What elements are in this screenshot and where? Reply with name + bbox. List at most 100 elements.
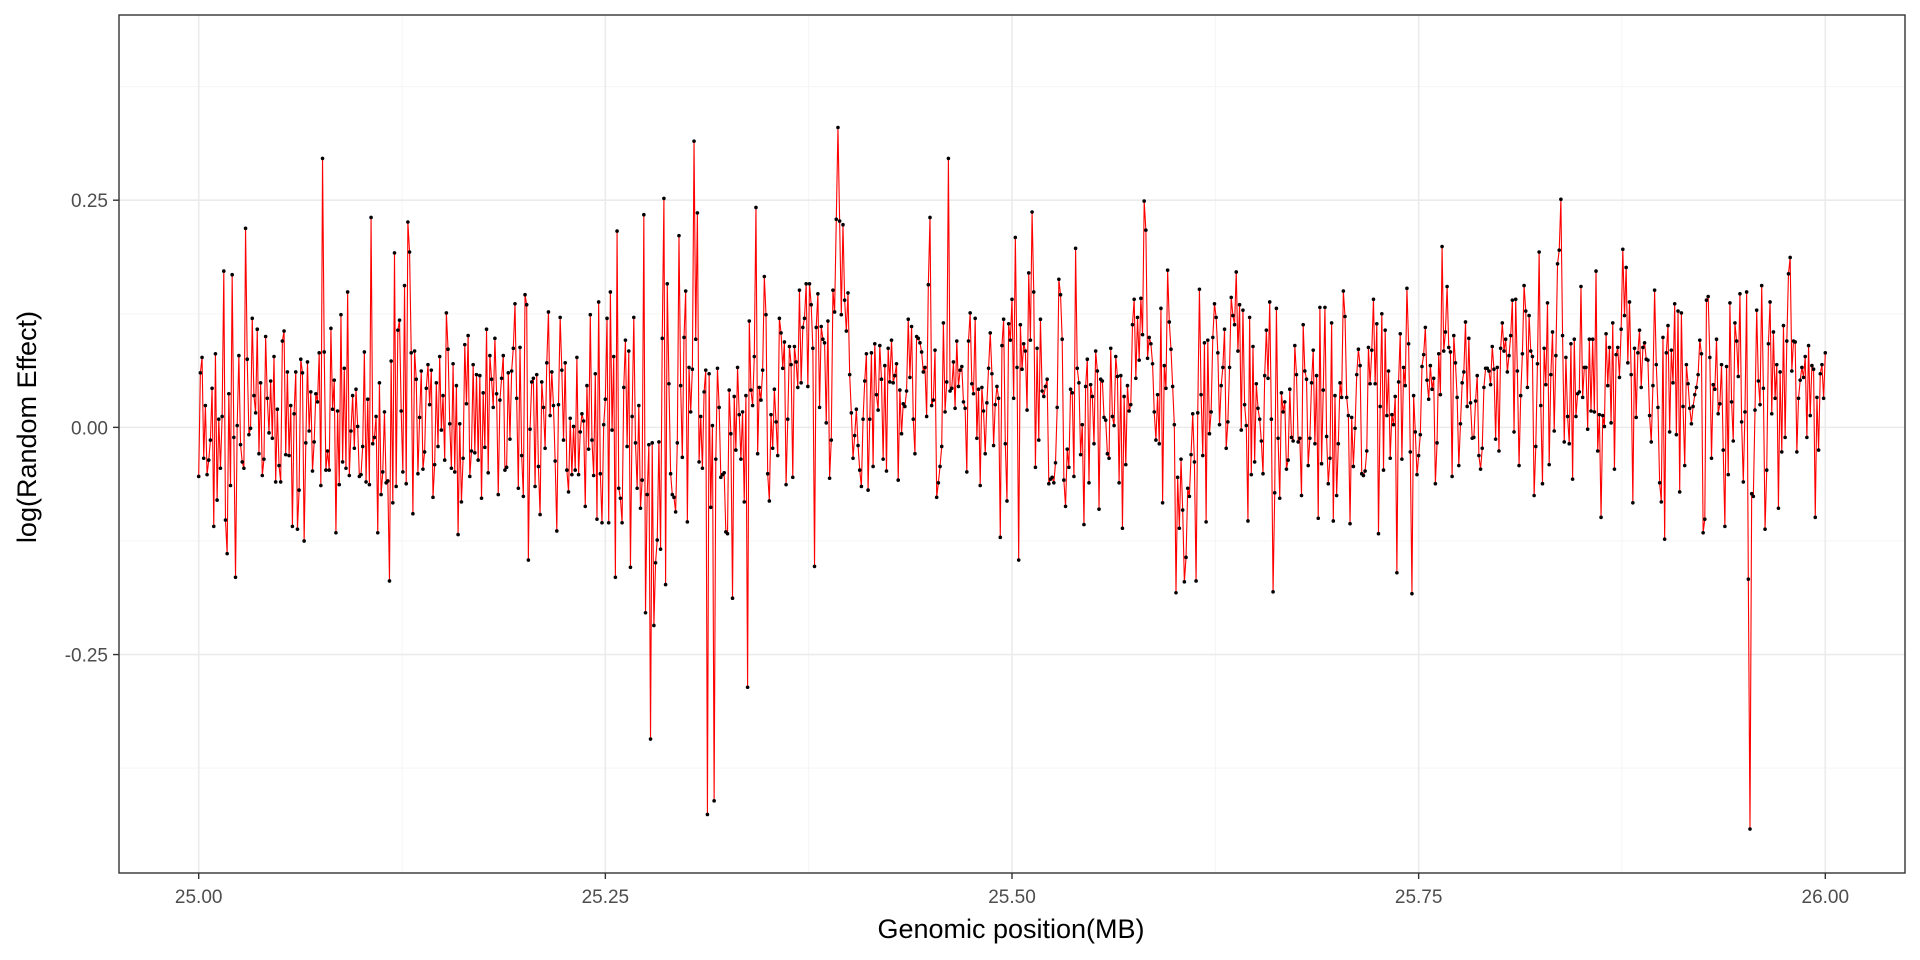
data-point: [1647, 413, 1652, 418]
data-point: [1023, 349, 1028, 353]
data-point: [1269, 417, 1274, 421]
data-point: [1455, 395, 1459, 400]
data-point: [672, 495, 676, 500]
data-point: [526, 558, 531, 562]
data-point: [561, 438, 566, 442]
data-point: [488, 353, 492, 358]
data-point: [1169, 347, 1173, 352]
data-point: [856, 443, 860, 448]
data-point: [1785, 339, 1789, 343]
data-point: [245, 357, 250, 362]
data-point: [1231, 313, 1235, 318]
data-point: [1512, 430, 1516, 434]
data-point: [1497, 449, 1501, 453]
data-point: [1299, 493, 1304, 498]
data-point: [978, 483, 982, 488]
data-point: [1811, 367, 1816, 372]
data-point: [712, 799, 716, 803]
data-point: [1172, 422, 1177, 427]
data-point: [1304, 377, 1309, 382]
data-point: [767, 499, 772, 503]
data-point: [585, 383, 589, 388]
data-point: [658, 547, 663, 551]
data-point: [1555, 262, 1560, 266]
data-point: [1132, 297, 1136, 302]
data-point: [645, 492, 649, 497]
data-point: [1532, 493, 1536, 498]
data-point: [1364, 449, 1369, 453]
data-point: [1216, 351, 1220, 355]
data-point: [1795, 450, 1799, 454]
data-point: [755, 451, 760, 456]
data-point: [693, 337, 698, 342]
data-point: [1545, 301, 1550, 305]
data-point: [1060, 337, 1064, 342]
data-point: [1786, 272, 1791, 276]
data-point: [1550, 330, 1555, 334]
data-point: [1385, 413, 1389, 418]
data-point: [1610, 321, 1615, 325]
data-point: [1306, 463, 1310, 468]
data-point: [1431, 376, 1436, 381]
data-point: [1100, 379, 1105, 383]
data-point: [824, 421, 829, 425]
data-point: [618, 496, 623, 501]
data-point: [1631, 500, 1635, 505]
data-point: [1043, 384, 1048, 389]
data-point: [593, 371, 598, 376]
data-point: [742, 500, 747, 504]
data-point: [1615, 345, 1620, 350]
data-point: [628, 565, 633, 570]
data-point: [975, 436, 979, 441]
data-point: [1472, 435, 1476, 440]
data-point: [1346, 413, 1351, 418]
data-point: [1676, 309, 1680, 313]
data-point: [1155, 392, 1160, 397]
data-point: [494, 391, 499, 396]
data-point: [421, 467, 425, 471]
data-point: [216, 417, 221, 421]
data-point: [1095, 369, 1100, 373]
data-point: [1652, 288, 1657, 292]
data-point: [655, 538, 660, 542]
data-point: [258, 381, 263, 385]
data-point: [1580, 395, 1585, 400]
data-point: [876, 408, 880, 412]
data-point: [1150, 361, 1155, 366]
data-point: [1103, 418, 1108, 422]
data-point: [1077, 381, 1081, 385]
data-point: [973, 316, 977, 321]
data-point: [242, 466, 246, 471]
data-point: [459, 500, 464, 504]
data-point: [1520, 351, 1525, 356]
data-point: [944, 380, 949, 384]
data-point: [1142, 199, 1146, 203]
data-point: [583, 504, 588, 509]
data-point: [1401, 365, 1406, 370]
data-point: [1711, 382, 1715, 387]
data-point: [454, 383, 459, 388]
data-point: [1408, 450, 1413, 454]
data-point: [911, 417, 916, 421]
data-point: [1736, 374, 1741, 379]
data-point: [787, 344, 792, 349]
data-point: [1649, 440, 1654, 444]
data-point: [1805, 435, 1809, 440]
data-point: [954, 339, 959, 343]
data-point: [1500, 321, 1505, 325]
data-point: [305, 360, 310, 364]
data-point: [1251, 344, 1255, 349]
data-point: [1110, 414, 1115, 419]
data-point: [705, 812, 710, 817]
data-point: [1314, 373, 1319, 378]
data-point: [555, 529, 559, 533]
data-point: [478, 373, 482, 378]
data-point: [406, 220, 410, 224]
data-point: [302, 539, 306, 543]
data-point: [1703, 517, 1707, 521]
data-point: [990, 371, 994, 376]
data-point: [392, 251, 397, 255]
data-point: [1629, 372, 1633, 377]
data-point: [1366, 345, 1371, 350]
